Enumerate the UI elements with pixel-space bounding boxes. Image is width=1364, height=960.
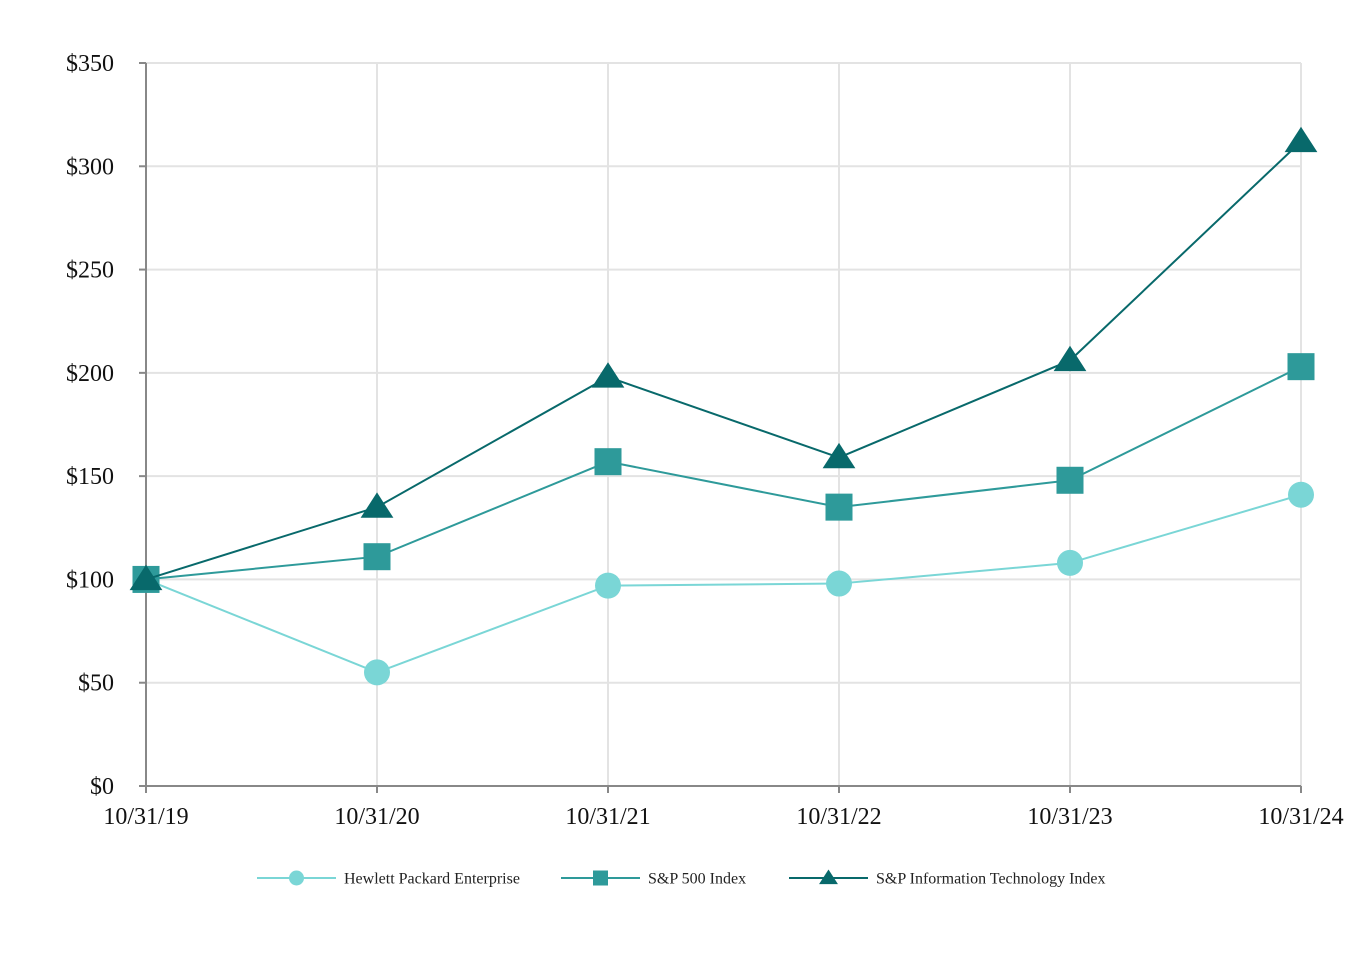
y-tick-labels: $0 $50 $100 $150 $200 $250 $300 $350 <box>66 51 146 800</box>
x-tick-label: 10/31/20 <box>334 804 419 830</box>
data-point-triangle <box>822 442 856 469</box>
legend-item: S&P 500 Index <box>561 870 746 888</box>
series-group <box>132 353 1315 593</box>
data-point-square <box>825 493 853 521</box>
legend-item: S&P Information Technology Index <box>789 869 1106 888</box>
legend-label: S&P Information Technology Index <box>876 871 1106 888</box>
series-group <box>129 126 1318 591</box>
y-tick-label: $50 <box>78 671 114 697</box>
legend-label: Hewlett Packard Enterprise <box>344 871 520 888</box>
series <box>129 126 1318 686</box>
data-point-circle <box>1288 481 1314 508</box>
data-point-square <box>1287 353 1315 381</box>
y-tick-label: $300 <box>66 154 114 180</box>
x-tick-label: 10/31/23 <box>1027 804 1112 830</box>
series-group <box>133 481 1314 686</box>
x-tick-label: 10/31/24 <box>1258 804 1343 830</box>
data-point-square <box>1056 466 1084 494</box>
series-line <box>145 140 1302 581</box>
data-point-square <box>594 448 622 476</box>
y-tick-label: $350 <box>66 51 114 77</box>
y-tick-label: $0 <box>90 774 114 800</box>
data-point-circle <box>1057 549 1083 576</box>
legend-marker-triangle <box>819 869 838 885</box>
legend-item: Hewlett Packard Enterprise <box>257 870 520 888</box>
data-point-triangle <box>360 492 394 518</box>
x-tick-label: 10/31/19 <box>103 804 188 830</box>
y-tick-label: $150 <box>66 464 114 490</box>
series-line <box>145 365 1302 581</box>
data-point-triangle <box>1053 345 1087 372</box>
data-point-circle <box>826 570 852 597</box>
data-point-circle <box>364 659 390 686</box>
y-tick-label: $250 <box>66 258 114 284</box>
legend: Hewlett Packard Enterprise S&P 500 Index S… <box>257 869 1106 888</box>
axes <box>145 63 1301 787</box>
x-tick-labels: 10/31/19 10/31/20 10/31/21 10/31/22 10/31/23… <box>103 786 1344 830</box>
legend-label: S&P 500 Index <box>648 871 746 888</box>
data-point-triangle <box>1284 126 1318 153</box>
y-tick-label: $200 <box>66 361 114 387</box>
x-tick-label: 10/31/21 <box>565 804 650 830</box>
y-tick-label: $100 <box>66 567 114 593</box>
data-point-circle <box>595 572 621 599</box>
grid-lines <box>146 62 1302 786</box>
data-point-square <box>363 543 391 571</box>
x-tick-label: 10/31/22 <box>796 804 881 830</box>
legend-marker-circle <box>289 870 304 886</box>
data-point-triangle <box>129 564 163 591</box>
legend-marker-square <box>593 870 608 886</box>
data-point-triangle <box>591 362 625 388</box>
series-line <box>145 493 1302 674</box>
